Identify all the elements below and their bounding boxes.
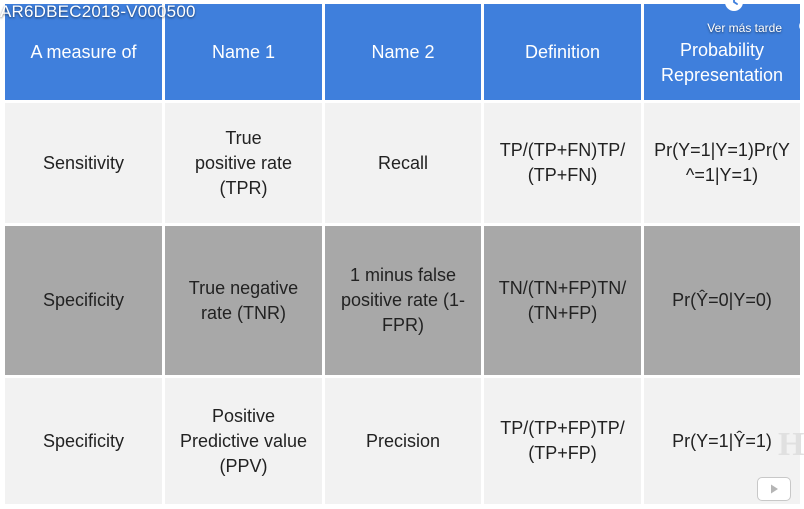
table-cell: TP/(TP+FN)TP/(TP+FN) [484, 103, 641, 223]
clock-icon[interactable] [724, 0, 744, 12]
table-cell: Pr(Ŷ=0|Y=0) [644, 226, 800, 375]
table-cell: Specificity [5, 226, 162, 375]
header-probability: Probability Representation [644, 4, 800, 100]
header-name1: Name 1 [165, 4, 322, 100]
header-measure: A measure of [5, 4, 162, 100]
table-cell: 1 minus false positive rate (1-FPR) [325, 226, 481, 375]
share-icon[interactable] [796, 20, 804, 32]
table-cell: Sensitivity [5, 103, 162, 223]
table-cell: Pr(Y=1|Y=1)Pr(Y^=1|Y=1) [644, 103, 800, 223]
video-title[interactable]: AR6DBEC2018-V000500 [0, 2, 196, 21]
table-cell: True negative rate (TNR) [165, 226, 322, 375]
play-button[interactable] [757, 477, 791, 501]
header-name2: Name 2 [325, 4, 481, 100]
watch-later-button[interactable]: Ver más tarde [707, 21, 782, 35]
play-icon [771, 484, 778, 494]
table-cell: True positive rate (TPR) [165, 103, 322, 223]
table-cell: Positive Predictive value (PPV) [165, 378, 322, 504]
table-cell: Recall [325, 103, 481, 223]
watermark-logo: H [778, 426, 804, 463]
table-cell: TP/(TP+FP)TP/(TP+FP) [484, 378, 641, 504]
header-definition: Definition [484, 4, 641, 100]
table-cell: Precision [325, 378, 481, 504]
table-cell: TN/(TN+FP)TN/(TN+FP) [484, 226, 641, 375]
table-cell: Specificity [5, 378, 162, 504]
